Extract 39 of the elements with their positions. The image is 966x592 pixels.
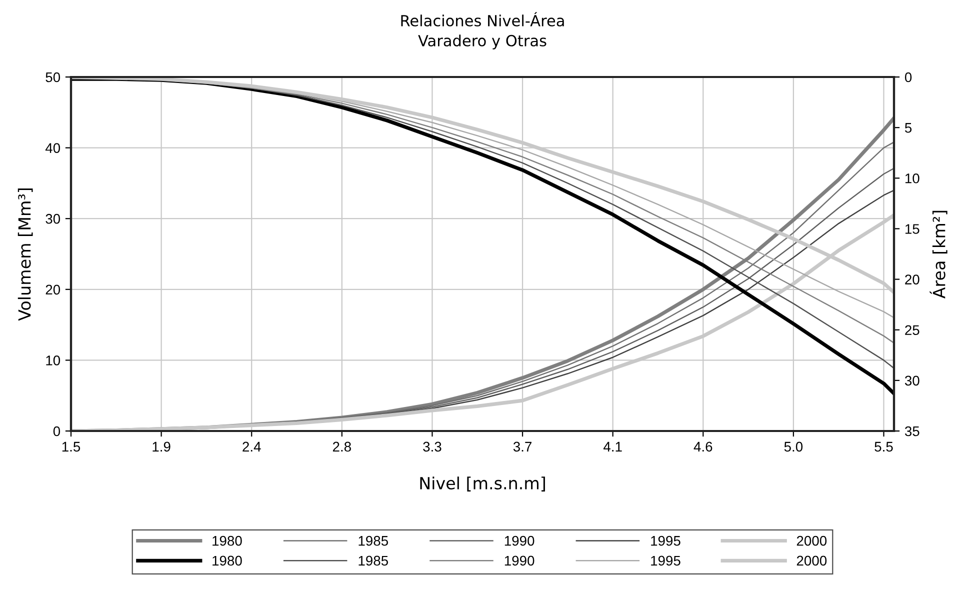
y2-tick-label: 30 — [904, 376, 920, 386]
x-tick-label: 2.4 — [242, 442, 261, 452]
x-tick-label: 5.0 — [784, 442, 803, 452]
x-axis-title: Nivel [m.s.n.m] — [420, 476, 545, 492]
legend-label: 1990 — [504, 536, 534, 546]
x-tick-label: 1.9 — [152, 442, 170, 452]
y-tick-label: 40 — [45, 143, 60, 153]
y2-tick-label: 15 — [905, 224, 920, 234]
legend-label: 1985 — [358, 556, 388, 566]
legend-label: 1980 — [212, 556, 242, 566]
y-tick-label: 50 — [46, 72, 60, 82]
x-tick-label: 2.8 — [332, 442, 351, 452]
y2-tick-label: 10 — [905, 173, 920, 184]
y-axis-title: Volumem [Mm³] — [18, 188, 33, 321]
x-tick-label: 4.1 — [603, 442, 622, 452]
legend-label: 1995 — [651, 556, 680, 566]
x-tick-label: 1.5 — [62, 442, 80, 452]
legend-label: 1980 — [212, 536, 242, 546]
x-tick-label: 4.6 — [694, 442, 712, 452]
x-tick-label: 3.3 — [423, 442, 442, 452]
legend-label: 1985 — [358, 536, 388, 546]
legend-label: 2000 — [796, 556, 827, 566]
y2-axis-title: Área [km²] — [930, 210, 948, 298]
y2-tick-label: 20 — [905, 274, 920, 284]
x-tick-label: 3.7 — [513, 442, 532, 452]
legend-label: 1995 — [651, 536, 680, 546]
chart-title: Relaciones Nivel-Área — [401, 12, 564, 26]
chart-subtitle: Varadero y Otras — [418, 34, 546, 50]
y-tick-label: 0 — [53, 426, 60, 436]
y-tick-label: 20 — [46, 284, 60, 295]
legend-label: 2000 — [796, 536, 827, 546]
y2-tick-label: 0 — [904, 72, 912, 82]
y-tick-label: 10 — [46, 356, 60, 366]
y2-tick-label: 5 — [904, 123, 912, 133]
y2-tick-label: 25 — [905, 325, 920, 336]
x-tick-label: 5.5 — [874, 442, 893, 452]
y2-tick-label: 35 — [904, 426, 920, 436]
legend-label: 1990 — [504, 556, 534, 566]
y-tick-label: 30 — [46, 214, 60, 224]
